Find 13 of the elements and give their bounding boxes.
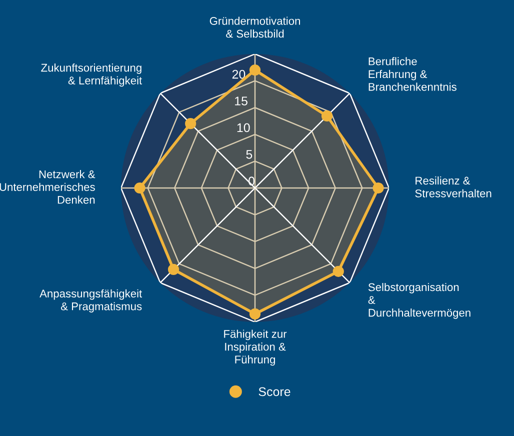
spoke-label: Selbstorganisation & Durchhaltevermögen [368,282,470,319]
spoke-label: Berufliche Erfahrung & Branchenkenntnis [368,57,456,91]
y-tick-label: 5 [246,150,252,159]
y-tick-label: 20 [232,70,246,79]
spoke-label: Zukunftsorientierung & Lernfähigkeit [41,64,142,87]
legend-label: Score [258,387,290,396]
y-tick-label: 15 [235,96,248,106]
y-tick-label: 10 [237,123,250,132]
spoke-label: Anpassungsfähigkeit & Pragmatismus [40,289,142,312]
spoke-label: Resilienz & Stressverhalten [415,176,492,198]
spoke-label: Gründermotivation & Selbstbild [210,16,300,38]
spoke-label: Netzwerk & Unternehmerisches Denken [0,170,96,204]
spoke-label: Fähigkeit zur Inspiration & Führung [224,330,287,366]
